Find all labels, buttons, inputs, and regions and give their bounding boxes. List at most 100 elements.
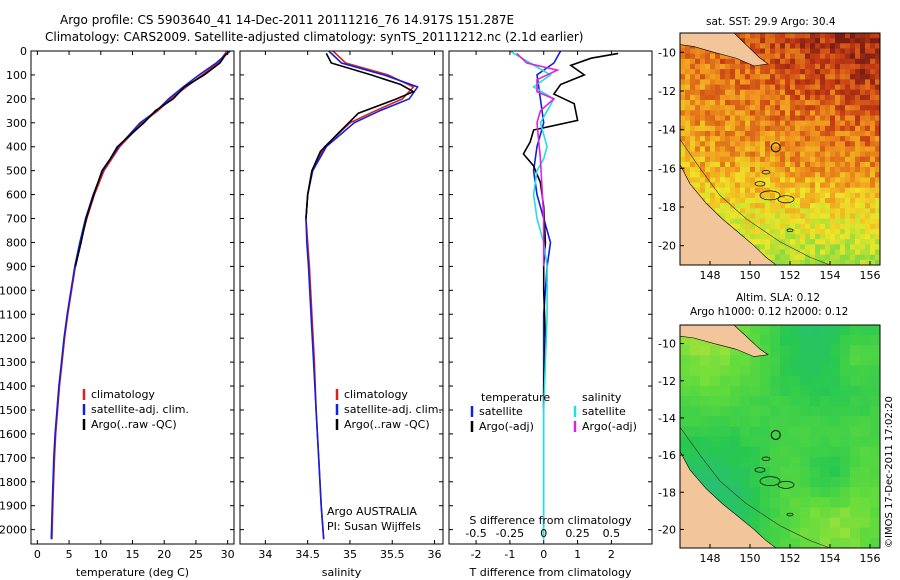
sla-map-cell bbox=[700, 466, 711, 478]
sst-map-cell bbox=[685, 89, 691, 96]
sst-map-cell bbox=[705, 69, 711, 75]
sla-map-cell bbox=[810, 355, 821, 366]
sst-map-cell bbox=[765, 228, 771, 235]
sst-map-cell bbox=[830, 110, 836, 116]
sla-map-cell bbox=[870, 385, 880, 397]
sst-map-cell bbox=[815, 69, 821, 75]
sst-map-cell bbox=[690, 53, 696, 60]
sst-map-cell bbox=[790, 239, 796, 245]
sst-map-cell bbox=[865, 53, 871, 60]
sla-map-cell bbox=[780, 416, 791, 427]
sst-map-cell bbox=[690, 131, 696, 137]
sla-map-cell bbox=[800, 345, 811, 356]
sla-map-cell bbox=[740, 507, 751, 519]
sla-map-cell bbox=[720, 385, 731, 397]
sla-map-argo-marker bbox=[770, 429, 781, 440]
sla-map-cell bbox=[690, 416, 701, 427]
sst-map-cell bbox=[865, 89, 871, 96]
sst-map-cell bbox=[815, 79, 821, 86]
sst-map-cell bbox=[780, 115, 786, 122]
sst-map-cell bbox=[820, 234, 826, 240]
sla-map-cell bbox=[720, 426, 731, 437]
sst-map-cell bbox=[850, 223, 856, 230]
sst-map-cell bbox=[705, 141, 711, 147]
sst-map-cell bbox=[790, 69, 796, 75]
sst-map-cell bbox=[835, 33, 841, 39]
sst-map-cell bbox=[765, 38, 771, 44]
sst-map-cell bbox=[760, 203, 766, 209]
sst-map-cell bbox=[745, 120, 751, 127]
sst-map-cell bbox=[745, 100, 751, 106]
sst-map-cell bbox=[840, 115, 846, 122]
diff-legend-left-item: Argo(-adj) bbox=[479, 420, 534, 433]
sst-map-cell bbox=[730, 136, 736, 142]
sla-map-cell bbox=[860, 466, 871, 478]
sst-map-cell bbox=[720, 105, 726, 111]
sst-map-cell bbox=[775, 223, 781, 230]
sst-map-cell bbox=[795, 213, 801, 220]
sla-map-cell bbox=[780, 396, 791, 407]
sst-map-cell bbox=[855, 167, 861, 173]
sla-map-cell bbox=[850, 385, 861, 397]
sst-map-cell bbox=[735, 161, 741, 168]
sst-map-cell bbox=[700, 131, 706, 137]
sst-map-cell bbox=[760, 33, 766, 39]
sst-map-cell bbox=[820, 105, 826, 111]
sst-map-cell bbox=[830, 167, 836, 173]
sst-map-cell bbox=[700, 187, 706, 194]
sst-map-cell bbox=[835, 223, 841, 230]
sst-map-cell bbox=[865, 120, 871, 127]
sst-map-cell bbox=[740, 84, 746, 91]
sla-map-cell bbox=[840, 406, 851, 417]
sst-map-cell bbox=[755, 151, 761, 158]
sst-map-cell bbox=[735, 33, 741, 39]
sst-map-cell bbox=[705, 94, 711, 101]
sst-map-cell bbox=[835, 74, 841, 80]
sla-map-cell bbox=[840, 487, 851, 498]
sst-map-cell bbox=[825, 100, 831, 106]
sla-map-cell bbox=[730, 456, 741, 468]
sla-map-cell bbox=[850, 466, 861, 478]
sst-map-cell bbox=[695, 151, 701, 158]
sst-map-cell bbox=[705, 182, 711, 189]
sst-map-cell bbox=[850, 105, 856, 111]
sst-map-cell bbox=[845, 43, 851, 49]
sst-map-cell bbox=[725, 100, 731, 106]
sst-map-cell bbox=[730, 125, 736, 132]
sst-map-cell bbox=[795, 156, 801, 163]
sla-map-cell bbox=[840, 507, 851, 519]
sla-map-cell bbox=[830, 436, 841, 448]
sst-map-cell bbox=[820, 192, 826, 199]
sst-map-cell bbox=[745, 151, 751, 158]
sst-map-cell bbox=[685, 58, 691, 65]
sst-map-cell bbox=[865, 110, 871, 116]
sla-map-cell bbox=[760, 456, 771, 468]
sla-map-cell bbox=[840, 345, 851, 356]
sst-map-cell bbox=[680, 58, 686, 65]
sst-map-cell bbox=[875, 218, 880, 225]
sst-map-cell bbox=[810, 141, 816, 147]
sst-map-cell bbox=[740, 198, 746, 204]
sst-map-cell bbox=[830, 141, 836, 147]
sst-map-cell bbox=[855, 74, 861, 80]
sla-map-cell bbox=[740, 456, 751, 468]
sst-map-cell bbox=[770, 228, 776, 235]
sst-map-cell bbox=[855, 244, 861, 251]
sst-map-cell bbox=[820, 100, 826, 106]
sst-map-cell bbox=[715, 125, 721, 132]
sst-map-cell bbox=[740, 203, 746, 209]
sst-map-cell bbox=[705, 161, 711, 168]
sla-map-cell bbox=[770, 365, 781, 377]
sst-map-cell bbox=[685, 167, 691, 173]
sst-map-cell bbox=[795, 94, 801, 101]
sla-map-cell bbox=[740, 355, 751, 366]
sst-map-cell bbox=[830, 203, 836, 209]
sst-map-cell bbox=[875, 177, 880, 184]
sst-map-cell bbox=[730, 110, 736, 116]
sst-map-cell bbox=[815, 84, 821, 91]
sst-map-cell bbox=[855, 218, 861, 225]
sst-map-cell bbox=[810, 244, 816, 251]
sla-map-cell bbox=[830, 497, 841, 508]
sst-map-cell bbox=[815, 89, 821, 96]
sst-map-cell bbox=[840, 249, 846, 256]
